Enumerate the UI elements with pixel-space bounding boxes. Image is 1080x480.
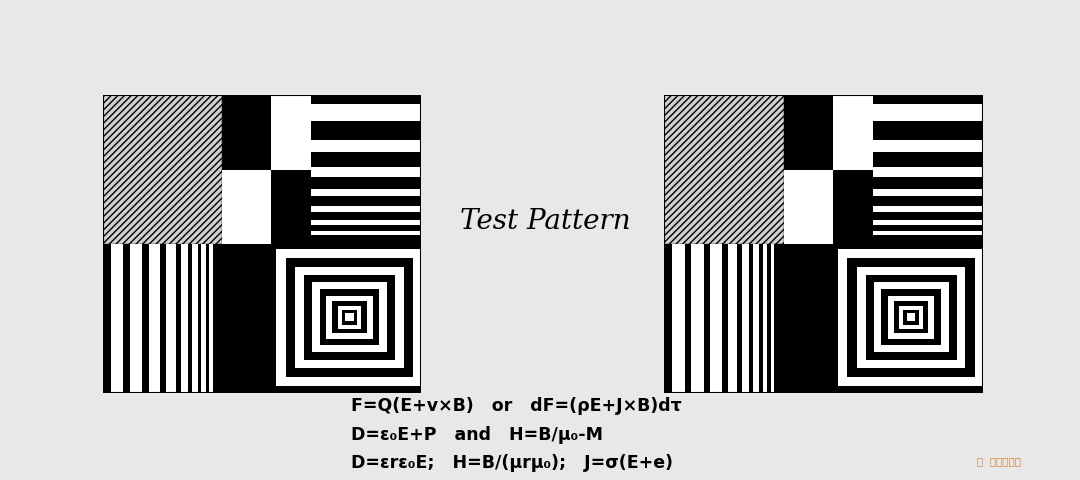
Bar (856, 267, 966, 368)
Bar (873, 207, 983, 213)
Bar (210, 245, 213, 394)
Bar (166, 245, 176, 394)
Bar (833, 96, 873, 170)
Text: 値  什么値得买: 値 什么値得买 (976, 456, 1021, 466)
Bar (691, 245, 704, 394)
Bar (888, 296, 934, 339)
Bar (326, 296, 373, 339)
Bar (222, 96, 271, 170)
Bar (672, 245, 685, 394)
Bar (873, 190, 983, 197)
Bar (180, 245, 188, 394)
Bar (311, 168, 421, 178)
Bar (742, 245, 750, 394)
Bar (295, 267, 404, 368)
Bar (894, 302, 928, 334)
Text: D=εrε₀E;   H=B/(μrμ₀);   J=σ(E+e): D=εrε₀E; H=B/(μrμ₀); J=σ(E+e) (351, 453, 673, 471)
Text: D=ε₀E+P   and   H=B/μ₀-M: D=ε₀E+P and H=B/μ₀-M (351, 425, 603, 444)
Bar (900, 307, 923, 329)
Bar (838, 249, 984, 386)
Bar (664, 96, 784, 245)
Bar (873, 141, 983, 153)
Bar (728, 245, 738, 394)
Bar (848, 258, 975, 377)
Bar (311, 207, 421, 213)
Bar (286, 258, 414, 377)
Bar (346, 314, 353, 322)
Bar (873, 220, 983, 225)
Bar (784, 96, 833, 170)
Bar (754, 245, 759, 394)
Bar (103, 96, 222, 245)
Bar (149, 245, 160, 394)
Bar (110, 245, 123, 394)
Bar (305, 276, 395, 360)
Bar (311, 190, 421, 197)
Bar (312, 283, 387, 353)
Bar (311, 231, 421, 235)
Bar (333, 302, 366, 334)
Text: Test Pattern: Test Pattern (460, 207, 631, 234)
Bar (311, 105, 421, 121)
Bar (342, 311, 357, 325)
Bar (873, 105, 983, 121)
Bar (192, 245, 198, 394)
Bar (711, 245, 721, 394)
Text: F=Q(E+v×B)   or   dF=(ρE+J×B)dτ: F=Q(E+v×B) or dF=(ρE+J×B)dτ (351, 396, 681, 415)
Bar (276, 249, 422, 386)
Bar (881, 290, 941, 346)
Bar (904, 311, 919, 325)
Bar (873, 231, 983, 235)
Bar (784, 170, 833, 245)
Bar (311, 141, 421, 153)
Bar (271, 96, 311, 170)
Bar (866, 276, 957, 360)
Bar (762, 245, 768, 394)
Bar (222, 170, 271, 245)
Bar (771, 245, 774, 394)
Bar (874, 283, 948, 353)
Bar (873, 168, 983, 178)
Bar (311, 220, 421, 225)
Bar (130, 245, 143, 394)
Bar (201, 245, 206, 394)
Bar (907, 314, 915, 322)
Bar (320, 290, 379, 346)
Bar (338, 307, 362, 329)
